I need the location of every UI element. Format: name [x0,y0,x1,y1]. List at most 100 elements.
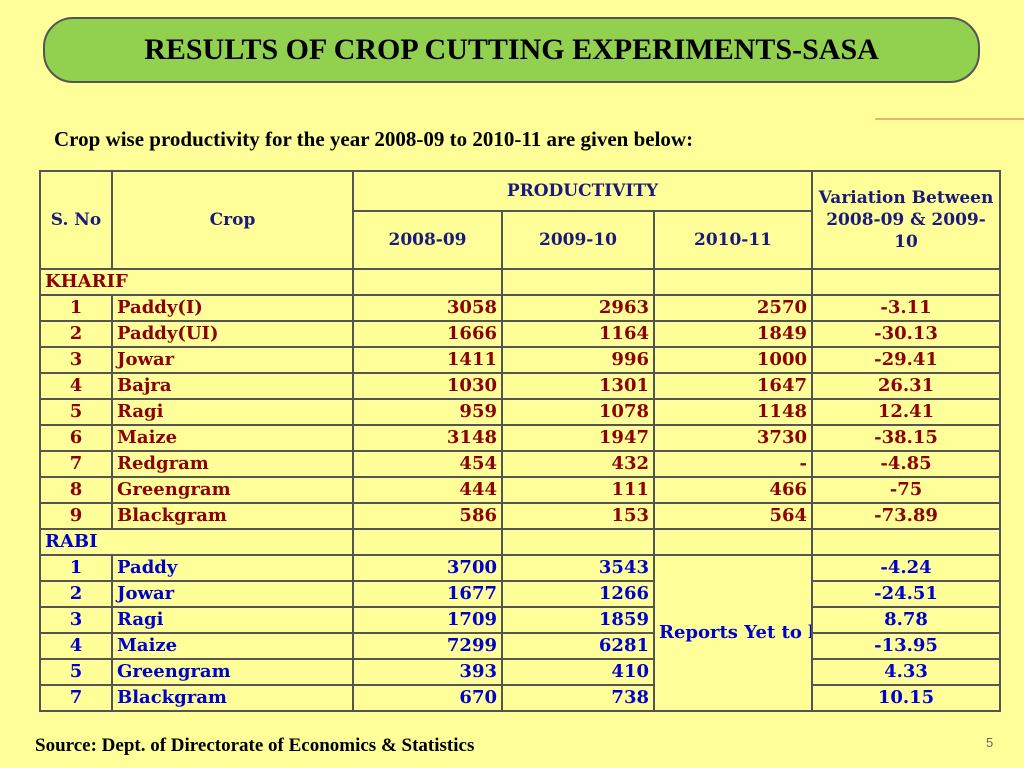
empty-cell [352,528,503,556]
value-2010-11: 3730 [652,424,814,452]
crop-name: Jowar [111,346,354,374]
empty-cell [501,528,655,556]
value-2009-10: 996 [501,346,655,374]
empty-cell [652,528,814,556]
variation-value: -4.24 [811,554,1002,582]
table-row: 3 Ragi 1709 1859 8.78 [39,606,1002,634]
crop-name: Maize [111,632,354,660]
empty-cell [811,528,1002,556]
value-2009-10: 3543 [501,554,655,582]
value-2010-11: 2570 [652,294,814,322]
crop-name: Greengram [111,476,354,504]
value-2010-11: 1647 [652,372,814,400]
value-2009-10: 1164 [501,320,655,348]
value-2008-09: 1411 [352,346,503,374]
section-row-kharif: KHARIF [39,268,1002,296]
serial-number: 4 [39,372,113,400]
serial-number: 1 [39,554,113,582]
section-label-rabi: RABI [39,528,354,556]
table-row: 5 Greengram 393 410 4.33 [39,658,1002,686]
variation-value: 10.15 [811,684,1002,712]
value-2008-09: 1709 [352,606,503,634]
variation-value: -73.89 [811,502,1002,530]
value-2010-11: 1148 [652,398,814,426]
reports-pending-note: Reports Yet to be Received [652,554,814,712]
serial-number: 1 [39,294,113,322]
serial-number: 5 [39,398,113,426]
crop-name: Paddy [111,554,354,582]
crop-name: Ragi [111,398,354,426]
slide-title: RESULTS OF CROP CUTTING EXPERIMENTS-SASA [144,33,879,66]
value-2009-10: 1266 [501,580,655,608]
empty-cell [352,268,503,296]
value-2008-09: 444 [352,476,503,504]
variation-value: -4.85 [811,450,1002,478]
value-2010-11: - [652,450,814,478]
crop-name: Paddy(I) [111,294,354,322]
table-row: 2 Jowar 1677 1266 -24.51 [39,580,1002,608]
header-2010-11: 2010-11 [652,210,814,270]
table-row: 7 Redgram 454 432- -4.85 [39,450,1002,478]
variation-value: 12.41 [811,398,1002,426]
serial-number: 8 [39,476,113,504]
crop-name: Maize [111,424,354,452]
value-2009-10: 1947 [501,424,655,452]
crop-name: Paddy(UI) [111,320,354,348]
value-2009-10: 6281 [501,632,655,660]
header-sno: S. No [39,170,113,270]
divider-line [875,118,1024,120]
variation-value: -13.95 [811,632,1002,660]
value-2010-11: 564 [652,502,814,530]
value-2009-10: 1301 [501,372,655,400]
source-note: Source: Dept. of Directorate of Economic… [35,735,475,756]
variation-value: -24.51 [811,580,1002,608]
value-2008-09: 1666 [352,320,503,348]
serial-number: 7 [39,684,113,712]
crop-name: Blackgram [111,502,354,530]
empty-cell [652,268,814,296]
serial-number: 2 [39,580,113,608]
crop-name: Ragi [111,606,354,634]
table-row: 6 Maize 3148 1947 3730 -38.15 [39,424,1002,452]
table-row: 7 Blackgram 670 738 10.15 [39,684,1002,712]
serial-number: 5 [39,658,113,686]
value-2010-11: 1849 [652,320,814,348]
value-2009-10: 1859 [501,606,655,634]
serial-number: 6 [39,424,113,452]
value-2009-10: 738 [501,684,655,712]
section-row-rabi: RABI [39,528,1002,556]
productivity-table: S. No Crop PRODUCTIVITY Variation Betwee… [39,170,1002,712]
value-2009-10: 410 [501,658,655,686]
serial-number: 7 [39,450,113,478]
table-row: 5 Ragi 959 1078 1148 12.41 [39,398,1002,426]
table-row: 8 Greengram 444 111 466 -75 [39,476,1002,504]
header-variation: Variation Between 2008-09 & 2009-10 [811,170,1002,270]
serial-number: 3 [39,606,113,634]
value-2009-10: 432 [501,450,655,478]
table-row: 3 Jowar 1411 996 1000 -29.41 [39,346,1002,374]
serial-number: 4 [39,632,113,660]
slide-subtitle: Crop wise productivity for the year 2008… [54,127,694,151]
header-row-1: S. No Crop PRODUCTIVITY Variation Betwee… [39,170,1002,270]
value-2008-09: 959 [352,398,503,426]
value-2008-09: 670 [352,684,503,712]
value-2008-09: 1030 [352,372,503,400]
value-2009-10: 111 [501,476,655,504]
crop-name: Redgram [111,450,354,478]
value-2008-09: 3148 [352,424,503,452]
value-2008-09: 1677 [352,580,503,608]
variation-value: 4.33 [811,658,1002,686]
header-crop: Crop [111,170,354,270]
table-row: 1 Paddy(I) 3058 2963 2570 -3.11 [39,294,1002,322]
header-productivity: PRODUCTIVITY [351,170,814,212]
title-banner: RESULTS OF CROP CUTTING EXPERIMENTS-SASA [43,17,980,83]
value-2008-09: 454 [352,450,503,478]
value-2008-09: 3700 [352,554,503,582]
value-2008-09: 7299 [352,632,503,660]
value-2009-10: 153 [501,502,655,530]
variation-value: 8.78 [811,606,1002,634]
table-row: 4 Maize 7299 6281 -13.95 [39,632,1002,660]
variation-value: 26.31 [811,372,1002,400]
crop-name: Greengram [111,658,354,686]
